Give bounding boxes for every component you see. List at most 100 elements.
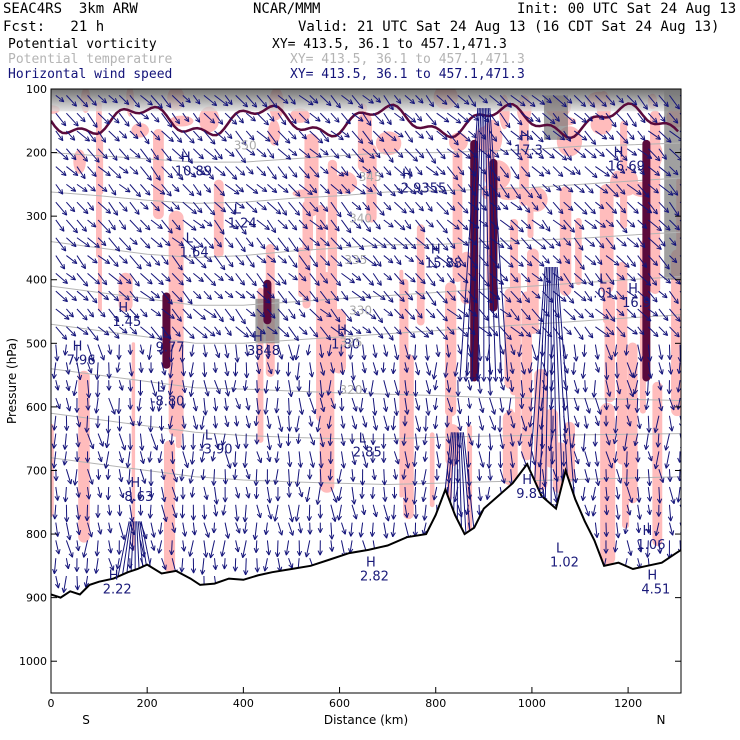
wind-arrow-head: [535, 117, 541, 123]
wind-arrow-head: [253, 494, 260, 500]
wind-arrow: [679, 184, 681, 187]
wind-arrow-head: [418, 153, 425, 159]
wind-arrow-head: [169, 439, 175, 446]
wind-arrow: [542, 308, 550, 317]
wind-arrow-head: [403, 367, 409, 373]
wind-arrow-head: [179, 567, 185, 573]
wind-arrow: [330, 540, 333, 552]
wind-arrow: [319, 112, 331, 124]
wind-arrow: [138, 415, 141, 427]
wind-arrow: [210, 540, 215, 559]
wind-arrow: [658, 95, 669, 107]
wind-arrow-head: [84, 136, 91, 142]
wind-arrow: [319, 237, 330, 247]
wind-arrow-head: [418, 259, 425, 266]
wind-arrow: [573, 380, 579, 394]
wind-arrow-head: [500, 478, 506, 484]
wind-arrow-head: [175, 331, 181, 337]
wind-arrow-head: [313, 296, 319, 303]
wind-arrow: [446, 326, 455, 335]
wind-arrow: [267, 166, 277, 180]
wind-arrow: [518, 433, 522, 446]
wind-arrow: [594, 451, 599, 467]
wind-arrow: [76, 255, 86, 269]
wind-arrow-head: [112, 98, 118, 104]
wind-arrow: [87, 255, 98, 264]
wind-arrow: [634, 433, 639, 446]
wind-arrow-head: [180, 371, 187, 377]
wind-arrow-head: [162, 516, 168, 523]
wind-arrow: [446, 433, 450, 444]
wind-arrow: [415, 308, 423, 319]
wind-arrow: [118, 201, 128, 212]
wind-arrow: [235, 540, 239, 553]
wind-arrow: [446, 290, 456, 301]
wind-arrow-head: [453, 140, 459, 146]
wind-arrow-head: [626, 510, 632, 516]
wind-arrow: [637, 237, 646, 248]
wind-arrow: [637, 95, 648, 110]
wind-arrow-head: [381, 457, 387, 463]
wind-arrow: [182, 415, 186, 429]
wind-arrow-head: [55, 403, 61, 410]
wind-arrow: [108, 504, 111, 516]
wind-arrow: [555, 266, 570, 509]
wind-arrow: [436, 308, 448, 322]
wind-arrow: [584, 326, 594, 339]
wind-arrow: [267, 201, 282, 215]
wind-arrow-head: [334, 226, 340, 232]
wind-arrow: [349, 344, 353, 360]
wind-arrow-head: [290, 99, 296, 105]
wind-arrow: [319, 433, 324, 448]
wind-arrow-head: [579, 264, 585, 271]
wind-arrow-head: [94, 279, 101, 285]
wind-arrow-head: [201, 372, 208, 378]
y-tick-label: 900: [26, 592, 47, 605]
wind-arrow-head: [632, 373, 638, 379]
wind-arrow-head: [254, 388, 260, 394]
wind-arrow: [224, 415, 229, 427]
wind-arrow-head: [439, 276, 445, 283]
wind-arrow-head: [527, 134, 534, 141]
wind-arrow: [605, 219, 615, 228]
wind-arrow-head: [282, 173, 288, 179]
hl-letter: H: [520, 130, 530, 145]
wind-arrow-head: [666, 389, 672, 395]
wind-arrow: [150, 308, 162, 317]
wind-arrow: [595, 95, 607, 107]
wind-arrow: [224, 112, 238, 125]
wind-arrow-head: [487, 376, 493, 382]
wind-arrow-head: [653, 331, 659, 338]
wind-arrow-head: [425, 410, 431, 416]
wind-arrow: [584, 112, 593, 122]
wind-arrow: [436, 433, 440, 449]
wind-arrow: [457, 166, 465, 176]
wind-arrow-head: [330, 403, 336, 410]
wind-arrow: [245, 95, 258, 108]
wind-arrow-head: [289, 355, 295, 361]
wind-arrow: [584, 504, 590, 517]
wind-arrow: [605, 130, 614, 140]
wind-arrow: [97, 380, 99, 398]
wind-arrow-head: [317, 138, 324, 144]
wind-arrow-head: [337, 244, 343, 250]
wind-arrow-head: [506, 334, 512, 341]
wind-arrow-head: [594, 367, 600, 373]
theta-contour: [51, 276, 681, 306]
wind-arrow-head: [193, 424, 199, 430]
wind-arrow: [256, 397, 260, 415]
wind-arrow-head: [647, 373, 653, 379]
wind-arrow-head: [644, 404, 650, 410]
wind-arrow-head: [179, 102, 185, 108]
wind-arrow: [66, 308, 74, 318]
wind-arrow: [201, 433, 205, 449]
wind-arrow: [255, 415, 258, 426]
wind-arrow: [626, 166, 637, 174]
wind-arrow-head: [645, 391, 651, 397]
wind-arrow-head: [454, 224, 460, 230]
wind-arrow-head: [674, 104, 680, 110]
wind-arrow-head: [673, 190, 679, 196]
wind-arrow: [668, 522, 674, 536]
wind-arrow-head: [215, 330, 221, 336]
wind-arrow-head: [620, 332, 626, 338]
